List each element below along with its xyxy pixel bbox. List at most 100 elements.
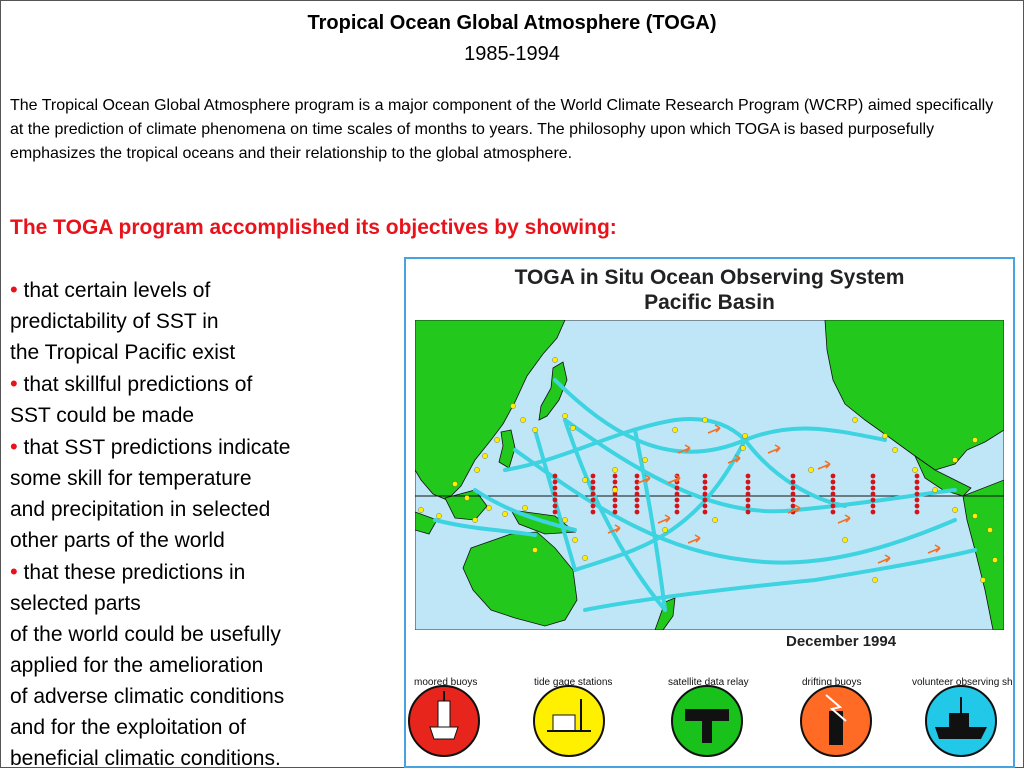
objectives-list: • that certain levels of predictability … [10, 274, 400, 774]
tide-gauge-marker [912, 467, 918, 473]
tide-gauge-icon [533, 685, 605, 757]
tide-gauge-marker [572, 537, 578, 543]
page-title: Tropical Ocean Global Atmosphere (TOGA) [307, 12, 717, 34]
tide-gauge-marker [972, 437, 978, 443]
moored-buoy-marker [552, 491, 558, 497]
tide-gauge-marker [502, 511, 508, 517]
tide-gauge-marker [520, 417, 526, 423]
moored-buoy-marker [634, 497, 640, 503]
ship-icon [925, 685, 997, 757]
moored-buoy-marker [612, 479, 618, 485]
legend-label: satellite data relay [668, 677, 749, 688]
sumatra-island [415, 511, 438, 535]
tide-gauge-marker [987, 527, 993, 533]
moored-buoy-marker [702, 473, 708, 479]
moored-buoy-marker [674, 497, 680, 503]
moored-buoy-marker [830, 503, 836, 509]
tide-gauge-marker [562, 517, 568, 523]
moored-buoy-marker [634, 491, 640, 497]
tide-gauge-marker [992, 557, 998, 563]
bullet-line: beneficial climatic conditions. [10, 747, 281, 770]
drifting-buoy-icon [800, 685, 872, 757]
tide-gauge-marker [972, 513, 978, 519]
tide-gauge-marker [552, 357, 558, 363]
bullet-icon: • [10, 434, 18, 459]
drifter-marker [877, 554, 891, 564]
moored-buoy-marker [870, 491, 876, 497]
tide-gauge-marker [570, 425, 576, 431]
tide-gauge-marker [952, 507, 958, 513]
moored-buoy-marker [870, 473, 876, 479]
drifter-marker [927, 544, 941, 554]
drifter-marker [727, 454, 741, 464]
moored-buoy-marker [870, 497, 876, 503]
tide-gauge-marker [808, 467, 814, 473]
moored-buoy-marker [674, 485, 680, 491]
moored-buoy-marker [870, 479, 876, 485]
tide-gauge-marker [702, 417, 708, 423]
drifter-marker [607, 524, 621, 534]
moored-buoy-marker [870, 503, 876, 509]
moored-buoy-marker [830, 497, 836, 503]
drifter-marker [767, 444, 781, 454]
observing-system-legend: moored buoys tide gage stations satellit… [408, 677, 1013, 757]
tide-gauge-marker [582, 477, 588, 483]
central-america-landmass [914, 454, 972, 497]
tide-gauge-marker [612, 487, 618, 493]
tide-gauge-marker [882, 433, 888, 439]
drifter-marker [637, 474, 651, 484]
bullet-line: other parts of the world [10, 529, 225, 552]
moored-buoy-marker [830, 491, 836, 497]
drifter-marker [817, 460, 831, 470]
moored-buoy-marker [790, 491, 796, 497]
bullet-line: • that SST predictions indicate [10, 434, 291, 459]
bullet-line: • that certain levels of [10, 277, 211, 302]
drifter-marker [667, 474, 681, 484]
moored-buoy-marker [870, 509, 876, 515]
tide-gauge-marker [582, 555, 588, 561]
moored-buoy-marker [914, 491, 920, 497]
moored-buoy-marker [674, 503, 680, 509]
borneo-island [444, 489, 488, 521]
moored-buoy-marker [612, 491, 618, 497]
tide-gauge-marker [532, 427, 538, 433]
moored-buoy-marker [590, 509, 596, 515]
tide-gauge-marker [872, 577, 878, 583]
moored-buoy-marker [745, 485, 751, 491]
objectives-heading: The TOGA program accomplished its object… [10, 216, 617, 239]
moored-buoy-marker [790, 485, 796, 491]
tide-gauge-marker [740, 445, 746, 451]
pacific-basin-map [415, 320, 1004, 630]
bullet-line: of adverse climatic conditions [10, 685, 285, 708]
tide-gauge-marker [842, 537, 848, 543]
moored-buoy-marker [552, 485, 558, 491]
moored-buoy-marker [674, 491, 680, 497]
new-zealand-island [654, 597, 676, 630]
tide-gauge-marker [522, 505, 528, 511]
moored-buoy-marker [702, 509, 708, 515]
intro-paragraph: The Tropical Ocean Global Atmosphere pro… [10, 97, 994, 162]
bullet-icon: • [10, 559, 18, 584]
moored-buoy-marker [590, 503, 596, 509]
moored-buoy-marker [790, 503, 796, 509]
moored-buoy-marker [552, 479, 558, 485]
moored-buoy-marker [745, 509, 751, 515]
moored-buoy-marker [830, 485, 836, 491]
moored-buoy-marker [702, 485, 708, 491]
drifter-marker [677, 444, 691, 454]
moored-buoy-marker [552, 497, 558, 503]
moored-buoy-marker [745, 491, 751, 497]
moored-buoy-marker [790, 497, 796, 503]
tide-gauge-marker [742, 433, 748, 439]
australia-landmass [462, 531, 578, 627]
moored-buoy-marker [552, 473, 558, 479]
moored-buoy-marker [634, 473, 640, 479]
bullet-line: some skill for temperature [10, 467, 252, 490]
tide-gauge-marker [464, 495, 470, 501]
toga-observing-figure: TOGA in Situ Ocean Observing System Paci… [404, 257, 1015, 768]
bullet-line: selected parts [10, 592, 141, 615]
moored-buoy-marker [702, 491, 708, 497]
moored-buoy-marker [702, 479, 708, 485]
bullet-line: of the world could be usefully [10, 623, 281, 646]
legend-label: tide gage stations [534, 677, 612, 688]
